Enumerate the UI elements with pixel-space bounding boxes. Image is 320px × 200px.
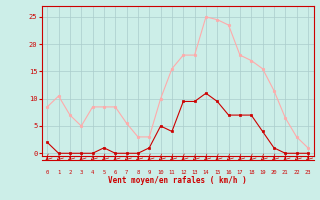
- X-axis label: Vent moyen/en rafales ( km/h ): Vent moyen/en rafales ( km/h ): [108, 176, 247, 185]
